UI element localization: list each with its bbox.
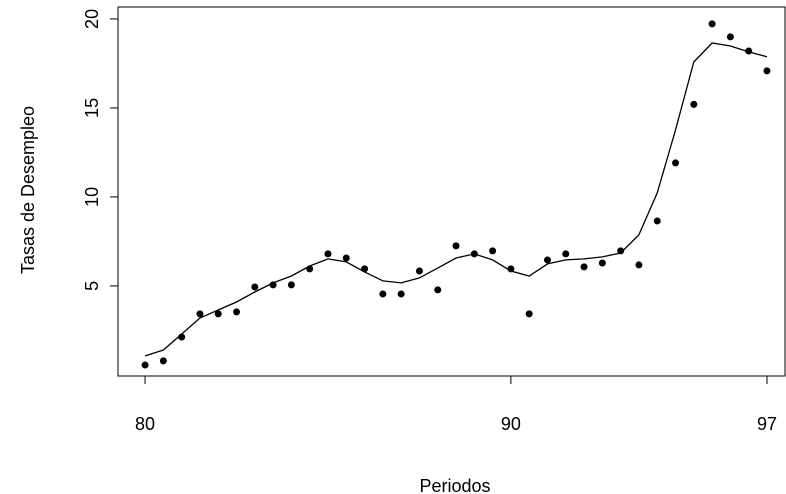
x-tick-label: 80 [135, 414, 155, 434]
point [543, 256, 551, 264]
point [434, 286, 442, 294]
x-tick-label: 90 [501, 414, 521, 434]
point [708, 20, 716, 28]
point [598, 259, 606, 267]
point [287, 281, 295, 289]
smooth-line [144, 42, 768, 357]
point [617, 247, 625, 255]
point [342, 254, 350, 262]
y-tick-label: 5 [82, 281, 102, 291]
plot-frame [117, 6, 786, 377]
point [141, 361, 149, 369]
y-tick-label: 10 [82, 187, 102, 207]
point [159, 357, 167, 365]
y-tick-label: 20 [82, 9, 102, 29]
point [324, 250, 332, 258]
point [562, 250, 570, 258]
point [233, 308, 241, 316]
point [690, 100, 698, 108]
point [415, 267, 423, 275]
point [726, 33, 734, 41]
point [452, 242, 460, 250]
point [580, 263, 588, 271]
point [635, 261, 643, 269]
x-tick-label: 97 [757, 414, 777, 434]
point [672, 159, 680, 167]
y-tick-label: 15 [82, 98, 102, 118]
point [397, 290, 405, 298]
point [489, 247, 497, 255]
point [251, 283, 259, 291]
point [196, 310, 204, 318]
point [214, 310, 222, 318]
point [653, 217, 661, 225]
point [525, 310, 533, 318]
x-axis-label: Periodos [419, 476, 490, 494]
y-axis-label: Tasas de Desempleo [18, 106, 38, 274]
point [379, 290, 387, 298]
point [763, 67, 771, 75]
